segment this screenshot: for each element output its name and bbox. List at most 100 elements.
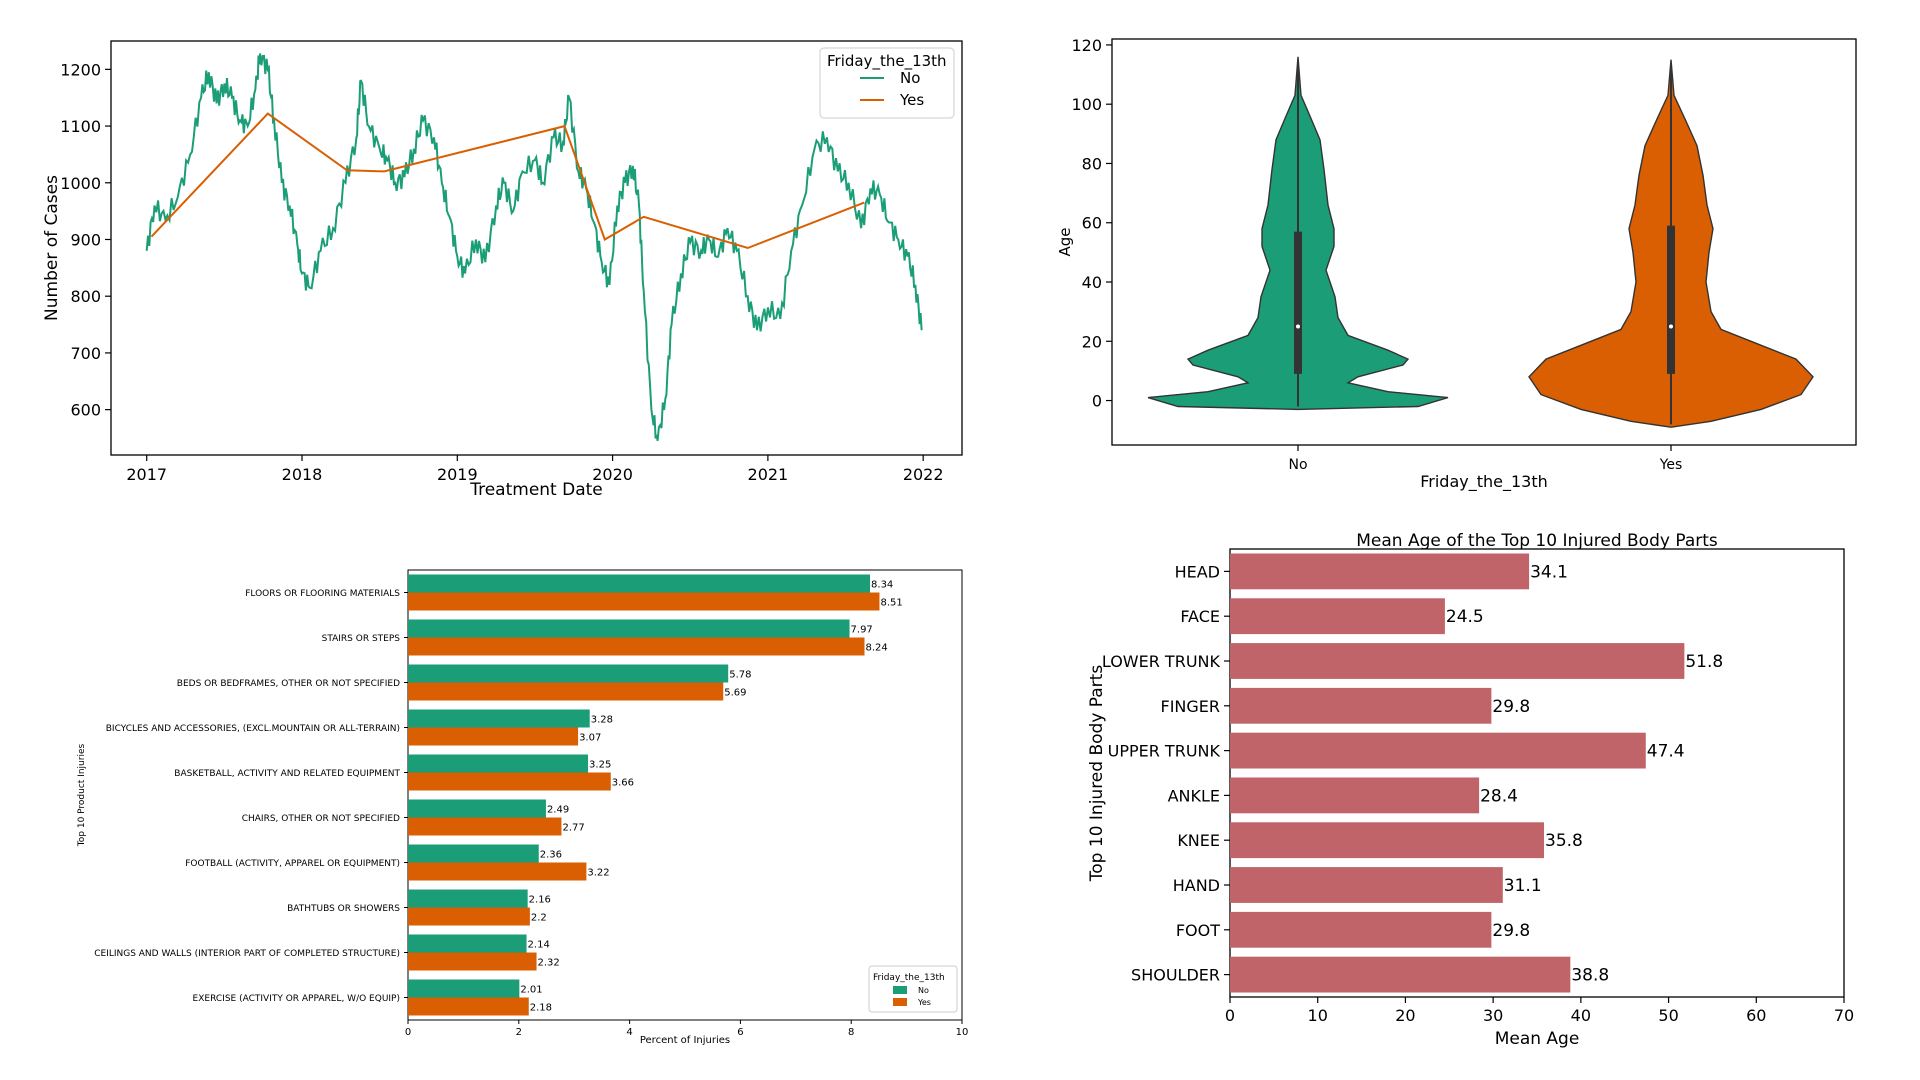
body-part-bar-chart: Mean Age of the Top 10 Injured Body Part… bbox=[1087, 531, 1854, 1049]
data-label: 29.8 bbox=[1492, 697, 1530, 717]
bar-no bbox=[408, 754, 589, 773]
y-tick-label: 1100 bbox=[60, 117, 101, 136]
x-tick-label: 60 bbox=[1746, 1006, 1766, 1025]
y-axis-label: Top 10 Injured Body Parts bbox=[1087, 665, 1107, 883]
data-label-yes: 3.22 bbox=[587, 868, 609, 879]
data-label-no: 2.49 bbox=[547, 805, 569, 816]
data-label-yes: 8.51 bbox=[880, 598, 902, 609]
bar-no bbox=[408, 664, 729, 683]
x-tick-label: 2017 bbox=[126, 465, 167, 484]
y-axis-label: Age bbox=[1056, 227, 1074, 256]
plot-frame bbox=[1111, 38, 1857, 446]
legend-box bbox=[868, 965, 958, 1013]
data-label: 28.4 bbox=[1480, 786, 1518, 806]
category-label: FLOORS OR FLOORING MATERIALS bbox=[245, 589, 400, 599]
x-tick-label: 8 bbox=[848, 1027, 854, 1038]
bar-no bbox=[408, 709, 590, 728]
category-label: ANKLE bbox=[1168, 786, 1220, 805]
data-label: 35.8 bbox=[1545, 831, 1583, 851]
category-label: UPPER TRUNK bbox=[1108, 742, 1221, 761]
legend-entry-no: No bbox=[918, 986, 929, 995]
y-tick-label: 1000 bbox=[60, 174, 101, 193]
category-label: EXERCISE (ACTIVITY OR APPAREL, W/O EQUIP… bbox=[193, 994, 400, 1004]
x-tick-label: 40 bbox=[1571, 1006, 1591, 1025]
plot-frame bbox=[1229, 548, 1845, 998]
bar-yes bbox=[408, 682, 724, 701]
bar-yes bbox=[408, 952, 537, 971]
category-label: CHAIRS, OTHER OR NOT SPECIFIED bbox=[242, 814, 400, 824]
iqr-box-yes bbox=[1667, 225, 1675, 374]
category-label: FOOTBALL (ACTIVITY, APPAREL OR EQUIPMENT… bbox=[185, 859, 400, 869]
x-axis-label: Mean Age bbox=[1495, 1029, 1580, 1049]
y-tick-label: 600 bbox=[70, 401, 101, 420]
category-label: HAND bbox=[1173, 876, 1220, 895]
bar-yes bbox=[408, 592, 880, 611]
x-tick-label: No bbox=[1288, 457, 1307, 473]
bar-yes bbox=[408, 997, 529, 1016]
x-axis-label: Friday_the_13th bbox=[1420, 472, 1548, 492]
product-bar-chart: FLOORS OR FLOORING MATERIALS 8.34 8.51 STAI… bbox=[77, 569, 968, 1046]
bar-yes bbox=[408, 727, 579, 746]
legend-title: Friday_the_13th bbox=[827, 52, 947, 71]
bar bbox=[1230, 822, 1545, 859]
category-label: FOOT bbox=[1176, 921, 1220, 940]
category-label: LOWER TRUNK bbox=[1102, 652, 1221, 671]
bar bbox=[1230, 911, 1492, 948]
x-tick-label: 2021 bbox=[748, 465, 789, 484]
y-tick-label: 700 bbox=[70, 344, 101, 363]
x-tick-label: 2019 bbox=[437, 465, 478, 484]
bar bbox=[1230, 956, 1571, 993]
x-tick-label: 70 bbox=[1834, 1006, 1854, 1025]
x-tick-label: 0 bbox=[1225, 1006, 1235, 1025]
plot-frame bbox=[110, 40, 963, 456]
category-label: BASKETBALL, ACTIVITY AND RELATED EQUIPME… bbox=[174, 769, 400, 779]
bar-no bbox=[408, 799, 546, 818]
series-line-no bbox=[145, 53, 923, 441]
x-tick-label: 6 bbox=[737, 1027, 743, 1038]
data-label-no: 2.16 bbox=[529, 895, 551, 906]
bar-no bbox=[408, 574, 871, 593]
bar-yes bbox=[408, 862, 587, 881]
category-label: FINGER bbox=[1160, 697, 1220, 716]
violin-chart: 0 20 40 60 80 100 120 No Yes Friday_the_13th Age bbox=[1056, 36, 1857, 492]
legend-box bbox=[819, 47, 955, 119]
data-label-yes: 2.77 bbox=[562, 823, 584, 834]
category-label: KNEE bbox=[1177, 831, 1220, 850]
y-tick-label: 60 bbox=[1082, 214, 1102, 233]
x-tick-label: 2 bbox=[516, 1027, 522, 1038]
bar-no bbox=[408, 934, 527, 953]
data-label: 34.1 bbox=[1530, 562, 1568, 582]
plot-frame bbox=[407, 569, 963, 1021]
x-axis-label: Treatment Date bbox=[469, 480, 603, 500]
bar-yes bbox=[408, 637, 865, 656]
bar bbox=[1230, 867, 1503, 903]
y-tick-label: 40 bbox=[1082, 273, 1102, 292]
bar bbox=[1230, 777, 1480, 814]
bar-no bbox=[408, 844, 539, 863]
data-label-no: 5.78 bbox=[729, 670, 751, 681]
data-label: 47.4 bbox=[1647, 742, 1685, 762]
category-label: BATHTUBS OR SHOWERS bbox=[287, 904, 400, 914]
bar bbox=[1230, 553, 1530, 590]
data-label-yes: 2.18 bbox=[530, 1003, 552, 1014]
line-chart: 600 700 800 900 1000 1100 1200 2017 2018 2019 2020… bbox=[42, 40, 963, 500]
bar bbox=[1230, 643, 1685, 679]
category-label: HEAD bbox=[1175, 562, 1220, 581]
legend-swatch-no bbox=[893, 986, 907, 994]
bar bbox=[1230, 732, 1646, 769]
x-tick-label: 4 bbox=[626, 1027, 632, 1038]
legend-entry-yes: Yes bbox=[899, 91, 924, 109]
data-label: 51.8 bbox=[1685, 652, 1723, 672]
data-label-yes: 2.32 bbox=[538, 958, 560, 969]
data-label: 24.5 bbox=[1446, 607, 1484, 627]
category-label: FACE bbox=[1180, 607, 1220, 626]
category-label: SHOULDER bbox=[1131, 966, 1220, 985]
x-tick-label: 2020 bbox=[592, 465, 633, 484]
median-dot-yes bbox=[1669, 324, 1673, 329]
y-axis-label: Number of Cases bbox=[42, 175, 62, 321]
bar bbox=[1230, 598, 1445, 635]
data-label-no: 3.28 bbox=[591, 715, 613, 726]
data-label-yes: 5.69 bbox=[724, 688, 746, 699]
y-tick-label: 20 bbox=[1082, 332, 1102, 351]
